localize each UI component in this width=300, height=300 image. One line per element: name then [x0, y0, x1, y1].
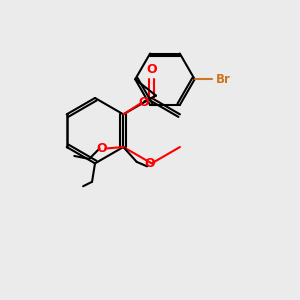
Text: O: O [146, 63, 157, 76]
Text: Br: Br [216, 73, 231, 86]
Text: O: O [144, 158, 154, 170]
Text: O: O [97, 142, 107, 155]
Text: O: O [138, 96, 148, 109]
